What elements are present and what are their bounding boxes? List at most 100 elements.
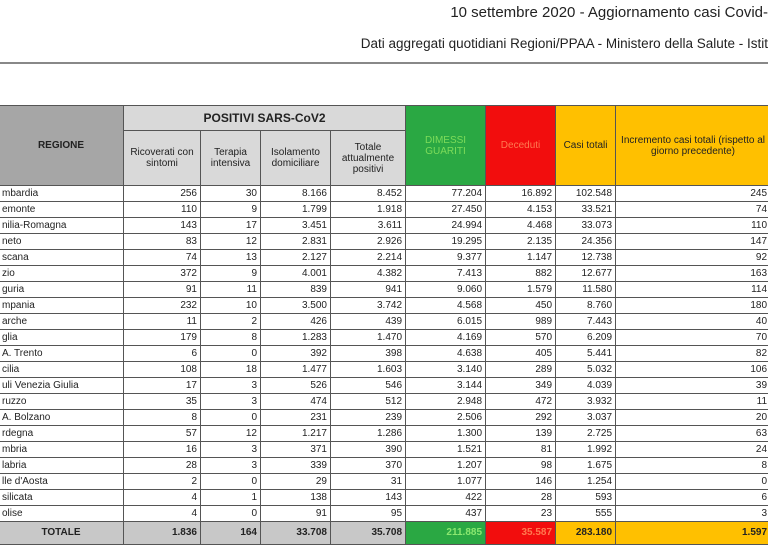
cell-totale-positivi: 2.926 [329, 233, 407, 250]
cell-regione: emonte [0, 201, 124, 218]
cell-totale-positivi: 1.918 [329, 201, 407, 218]
table-row: A. Trento 6 0 392 398 4.638 405 5.441 82 [0, 345, 768, 362]
cell-isolamento: 474 [260, 393, 331, 410]
header-dimessi: DIMESSI GUARITI [405, 105, 487, 186]
cell-dimessi: 3.140 [405, 361, 487, 378]
cell-isolamento: 2.127 [260, 249, 331, 266]
cell-isolamento: 1.283 [260, 329, 331, 346]
cell-terapia: 9 [200, 265, 261, 282]
table-row: scana 74 13 2.127 2.214 9.377 1.147 12.738 92 [0, 249, 768, 266]
cell-casi-totali: 2.725 [555, 425, 617, 442]
table-row: zio 372 9 4.001 4.382 7.413 882 12.677 163 [0, 265, 768, 282]
cell-totale-positivi: 31 [329, 473, 407, 490]
cell-regione: mbardia [0, 185, 124, 202]
cell-incremento: 0 [615, 473, 768, 490]
cell-incremento: 114 [615, 281, 768, 298]
cell-totale-positivi: 3.742 [329, 297, 407, 314]
cell-totale-positivi: 439 [329, 313, 407, 330]
cell-casi-totali: 12.677 [555, 265, 617, 282]
cell-dimessi: 19.295 [405, 233, 487, 250]
table-row: neto 83 12 2.831 2.926 19.295 2.135 24.356 147 [0, 233, 768, 250]
cell-incremento: 245 [615, 185, 768, 202]
cell-dimessi: 6.015 [405, 313, 487, 330]
cell-totale-positivi: 2.214 [329, 249, 407, 266]
table-row: rdegna 57 12 1.217 1.286 1.300 139 2.725 63 [0, 425, 768, 442]
total-deceduti: 35.587 [485, 521, 557, 545]
cell-terapia: 30 [200, 185, 261, 202]
cell-casi-totali: 12.738 [555, 249, 617, 266]
page-title: 10 settembre 2020 - Aggiornamento casi C… [450, 4, 768, 21]
cell-isolamento: 231 [260, 409, 331, 426]
cell-ricoverati: 372 [123, 265, 201, 282]
table-row: ruzzo 35 3 474 512 2.948 472 3.932 11 [0, 393, 768, 410]
cell-totale-positivi: 4.382 [329, 265, 407, 282]
cell-terapia: 0 [200, 409, 261, 426]
cell-casi-totali: 3.037 [555, 409, 617, 426]
cell-ricoverati: 74 [123, 249, 201, 266]
cell-terapia: 17 [200, 217, 261, 234]
cell-regione: arche [0, 313, 124, 330]
cell-incremento: 24 [615, 441, 768, 458]
cell-incremento: 110 [615, 217, 768, 234]
cell-deceduti: 139 [485, 425, 557, 442]
cell-deceduti: 882 [485, 265, 557, 282]
divider [0, 62, 768, 64]
cell-casi-totali: 555 [555, 505, 617, 522]
cell-dimessi: 1.300 [405, 425, 487, 442]
cell-ricoverati: 4 [123, 505, 201, 522]
total-isolamento: 33.708 [260, 521, 331, 545]
cell-dimessi: 7.413 [405, 265, 487, 282]
cell-terapia: 13 [200, 249, 261, 266]
cell-dimessi: 4.169 [405, 329, 487, 346]
total-terapia: 164 [200, 521, 261, 545]
cell-terapia: 0 [200, 473, 261, 490]
total-dimessi: 211.885 [405, 521, 487, 545]
header-casi-totali: Casi totali [555, 105, 617, 186]
cell-casi-totali: 5.441 [555, 345, 617, 362]
cell-totale-positivi: 546 [329, 377, 407, 394]
cell-regione: zio [0, 265, 124, 282]
cell-isolamento: 3.500 [260, 297, 331, 314]
cell-casi-totali: 7.443 [555, 313, 617, 330]
cell-totale-positivi: 941 [329, 281, 407, 298]
cell-isolamento: 839 [260, 281, 331, 298]
cell-isolamento: 1.799 [260, 201, 331, 218]
cell-ricoverati: 91 [123, 281, 201, 298]
cell-casi-totali: 8.760 [555, 297, 617, 314]
table-row: uli Venezia Giulia 17 3 526 546 3.144 349 4.039… [0, 377, 768, 394]
cell-casi-totali: 593 [555, 489, 617, 506]
cell-regione: cilia [0, 361, 124, 378]
cell-terapia: 12 [200, 233, 261, 250]
cell-casi-totali: 1.992 [555, 441, 617, 458]
cell-incremento: 11 [615, 393, 768, 410]
table-row: nilia-Romagna 143 17 3.451 3.611 24.994 4.468 3… [0, 217, 768, 234]
cell-totale-positivi: 95 [329, 505, 407, 522]
page-subtitle: Dati aggregati quotidiani Regioni/PPAA -… [360, 36, 768, 51]
cell-casi-totali: 24.356 [555, 233, 617, 250]
cell-incremento: 40 [615, 313, 768, 330]
table-row: olise 4 0 91 95 437 23 555 3 [0, 505, 768, 522]
cell-isolamento: 526 [260, 377, 331, 394]
cell-isolamento: 3.451 [260, 217, 331, 234]
cell-deceduti: 98 [485, 457, 557, 474]
cell-terapia: 18 [200, 361, 261, 378]
cell-ricoverati: 6 [123, 345, 201, 362]
totals-row: TOTALE 1.836 164 33.708 35.708 211.885 35.587 2… [0, 521, 768, 545]
cell-totale-positivi: 1.603 [329, 361, 407, 378]
cell-incremento: 147 [615, 233, 768, 250]
header-regione: REGIONE [0, 105, 124, 186]
cell-ricoverati: 108 [123, 361, 201, 378]
cell-dimessi: 437 [405, 505, 487, 522]
table-row: labria 28 3 339 370 1.207 98 1.675 8 [0, 457, 768, 474]
cell-deceduti: 4.153 [485, 201, 557, 218]
cell-regione: mpania [0, 297, 124, 314]
cell-dimessi: 4.568 [405, 297, 487, 314]
cell-deceduti: 405 [485, 345, 557, 362]
header-isolamento: Isolamento domiciliare [260, 130, 331, 186]
cell-ricoverati: 8 [123, 409, 201, 426]
cell-regione: rdegna [0, 425, 124, 442]
cell-ricoverati: 35 [123, 393, 201, 410]
cell-casi-totali: 6.209 [555, 329, 617, 346]
table-row: A. Bolzano 8 0 231 239 2.506 292 3.037 20 [0, 409, 768, 426]
cell-isolamento: 8.166 [260, 185, 331, 202]
